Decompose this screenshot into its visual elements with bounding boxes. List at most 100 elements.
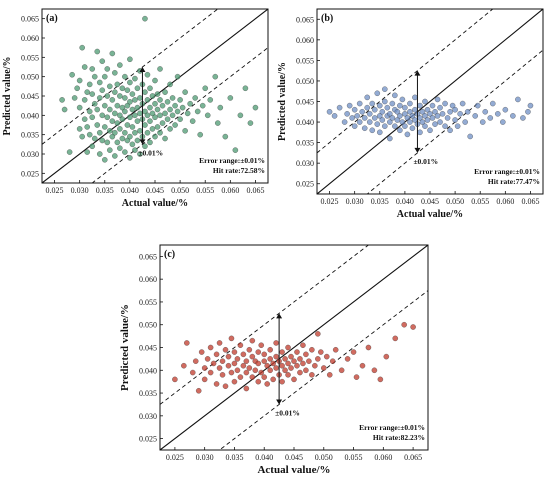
data-point <box>142 15 148 22</box>
data-point <box>157 97 163 103</box>
data-point <box>107 83 113 90</box>
data-point <box>97 95 103 101</box>
data-point <box>154 124 161 130</box>
data-point <box>149 110 156 117</box>
data-point <box>104 66 111 72</box>
data-point <box>152 133 158 140</box>
data-point <box>270 376 276 383</box>
data-point <box>487 115 494 121</box>
data-point <box>179 104 186 111</box>
data-point <box>232 147 239 153</box>
data-point <box>107 147 113 153</box>
data-point <box>152 100 158 107</box>
data-point <box>76 126 83 132</box>
x-tick-label: 0.025 <box>166 453 184 462</box>
data-point <box>369 127 375 134</box>
data-point <box>354 113 360 119</box>
y-tick-label: 0.025 <box>21 169 39 178</box>
data-point <box>407 109 413 115</box>
data-point <box>434 113 441 119</box>
x-tick-label: 0.040 <box>255 453 273 462</box>
data-point <box>112 70 118 76</box>
data-point <box>194 108 201 115</box>
scatter-chart-b: ±0.01% 0.025 0.030 0.035 0.040 0.045 0.050 0.05… <box>277 8 544 220</box>
data-point <box>291 376 297 383</box>
data-point <box>300 342 306 348</box>
data-point <box>122 129 128 136</box>
data-point <box>377 129 383 136</box>
data-point <box>402 123 408 129</box>
data-point <box>172 102 178 109</box>
data-point <box>210 360 217 367</box>
data-point <box>132 97 138 103</box>
data-point <box>377 376 384 383</box>
data-point <box>112 129 118 136</box>
x-tick-label: 0.065 <box>246 186 264 195</box>
data-point <box>261 358 267 364</box>
data-point <box>364 94 370 101</box>
data-point <box>264 362 270 369</box>
data-point <box>181 362 187 369</box>
data-point <box>427 127 433 134</box>
data-point <box>114 102 121 109</box>
data-point <box>228 369 235 376</box>
data-point <box>422 98 428 105</box>
data-point <box>383 353 390 360</box>
data-point <box>397 102 403 109</box>
data-point <box>246 365 253 371</box>
data-point <box>234 367 241 374</box>
data-point <box>434 96 441 103</box>
data-point <box>252 367 259 374</box>
panel-label: (b) <box>321 13 333 24</box>
data-point <box>285 360 291 367</box>
y-tick-label: 0.065 <box>296 15 314 24</box>
plot-lines <box>317 9 543 194</box>
band-label: ±0.01% <box>413 157 438 166</box>
data-point <box>119 104 126 111</box>
data-point <box>237 112 244 119</box>
data-point <box>69 71 75 78</box>
data-point <box>154 91 161 97</box>
y-tick-label: 0.045 <box>296 98 314 107</box>
data-point <box>412 94 418 101</box>
data-point <box>231 378 238 385</box>
data-point <box>142 143 148 150</box>
data-point <box>318 349 324 355</box>
data-point <box>258 342 264 348</box>
data-point <box>91 73 98 80</box>
data-point <box>204 356 211 362</box>
y-tick-label: 0.040 <box>296 118 314 127</box>
data-point <box>137 95 143 101</box>
y-tick-label: 0.055 <box>21 53 39 62</box>
x-tick-label: 0.030 <box>71 186 89 195</box>
data-point <box>167 81 173 88</box>
data-point <box>94 106 100 113</box>
data-point <box>404 115 411 121</box>
error-arrow-head-up <box>414 70 421 76</box>
data-point <box>84 124 90 130</box>
data-point <box>374 90 381 97</box>
data-point <box>439 111 446 117</box>
data-point <box>427 111 433 117</box>
data-point <box>410 324 416 330</box>
data-point <box>326 109 333 115</box>
data-point <box>109 118 116 124</box>
data-point <box>132 75 138 82</box>
data-point <box>267 347 273 353</box>
band-label: ±0.01% <box>138 148 163 157</box>
data-point <box>247 120 254 126</box>
data-point <box>119 85 126 92</box>
x-tick-label: 0.060 <box>374 453 392 462</box>
data-point <box>129 91 136 97</box>
data-point <box>444 115 451 121</box>
data-point <box>97 151 103 157</box>
data-point <box>162 110 168 117</box>
x-axis-label: Actual value/% <box>122 198 188 209</box>
x-axis-label: Actual value/% <box>257 464 330 476</box>
data-point <box>242 85 249 92</box>
data-point <box>510 113 516 119</box>
data-point <box>147 118 153 124</box>
data-point <box>134 137 141 144</box>
data-point <box>61 106 68 113</box>
data-point <box>366 111 373 117</box>
